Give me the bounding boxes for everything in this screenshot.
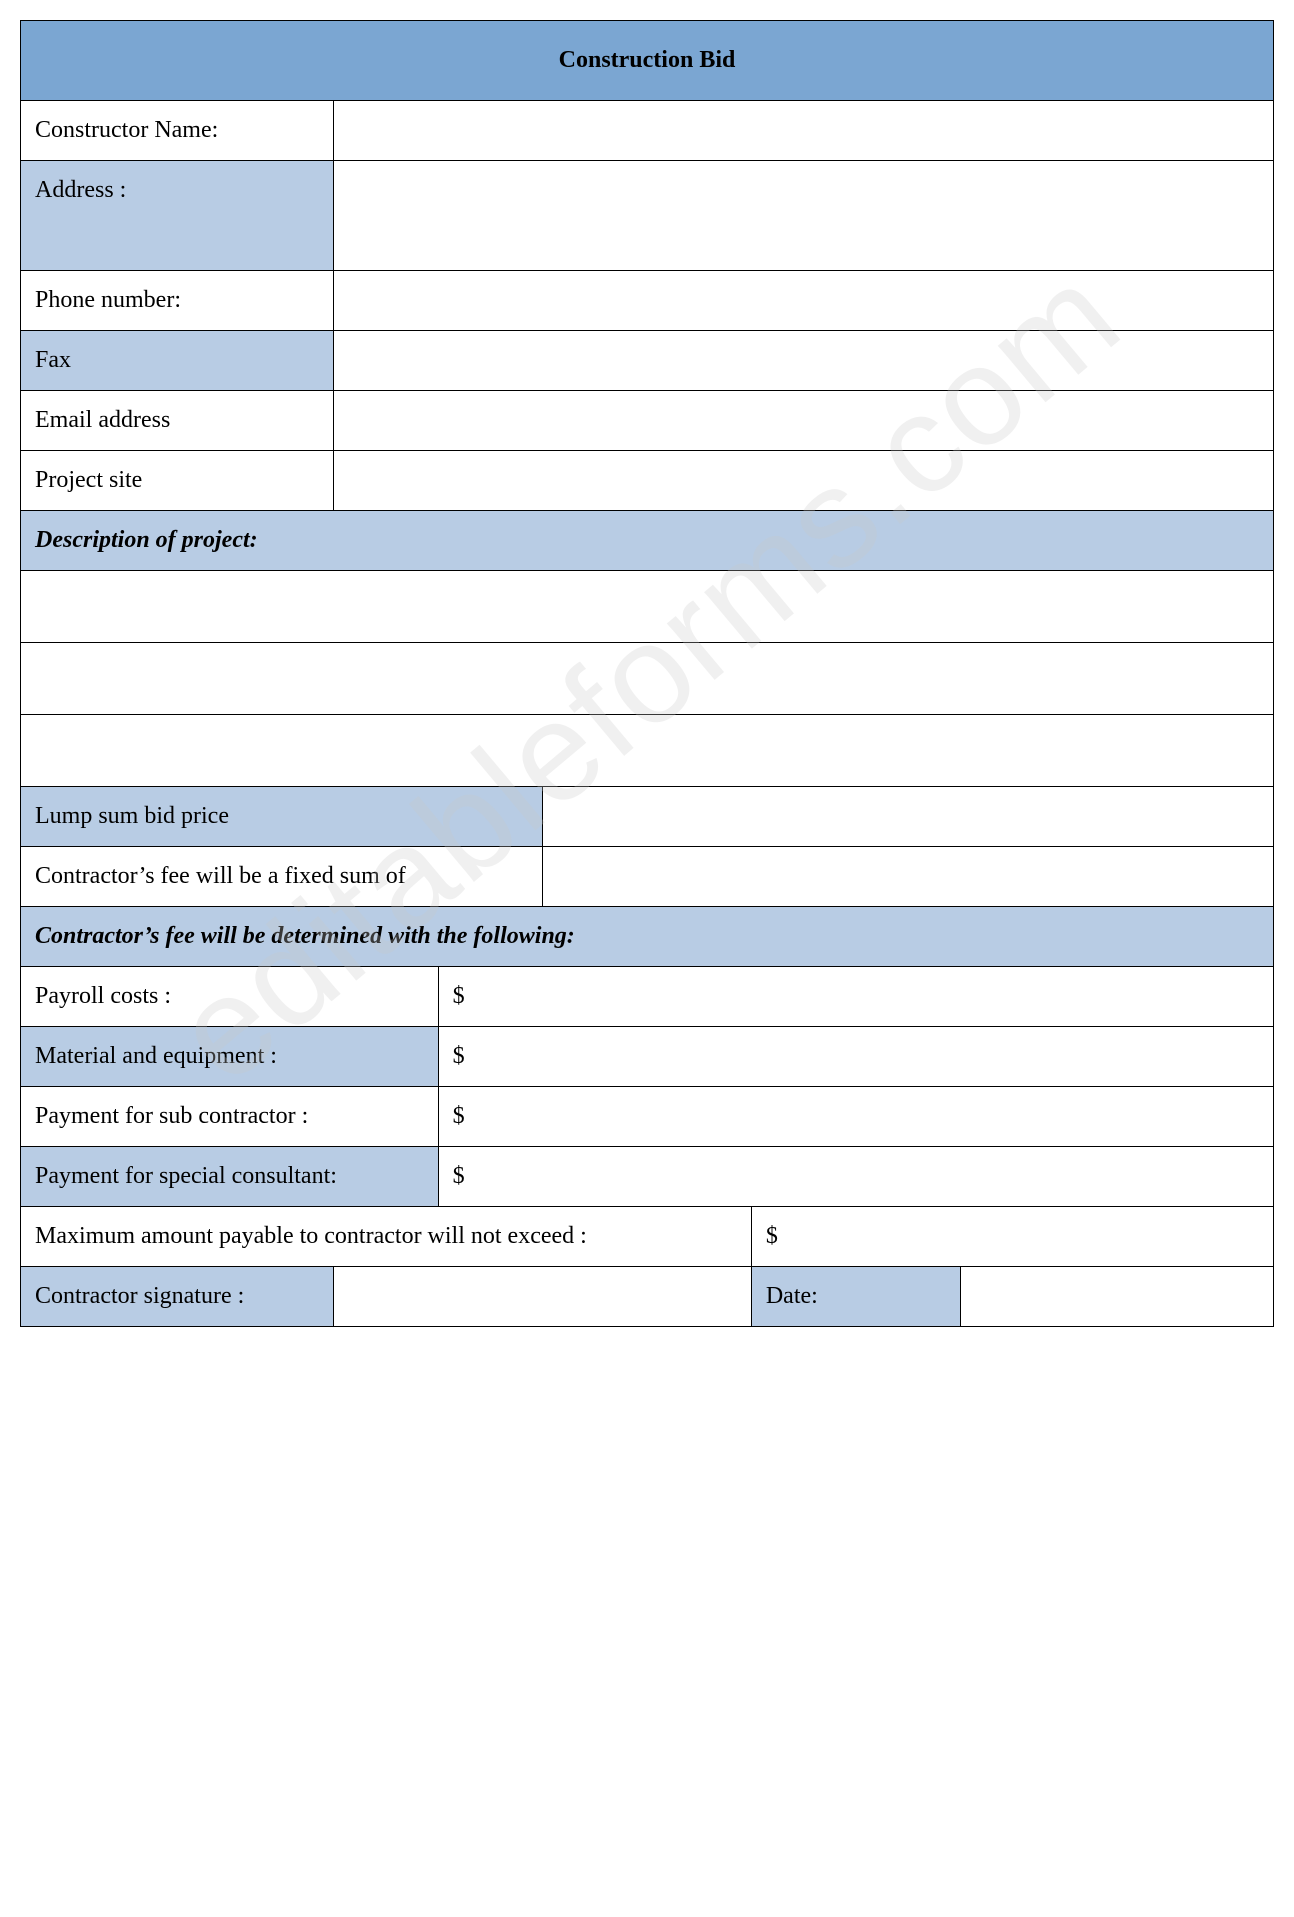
lump-sum-input[interactable] [543, 787, 1274, 847]
project-site-label: Project site [21, 451, 334, 511]
signature-input[interactable] [334, 1267, 752, 1327]
description-line-3[interactable] [21, 715, 1274, 787]
consultant-input[interactable]: $ [438, 1147, 1273, 1207]
address-input[interactable] [334, 161, 1274, 271]
fee-determined-header: Contractor’s fee will be determined with… [21, 907, 1274, 967]
payroll-label: Payroll costs : [21, 967, 439, 1027]
consultant-label: Payment for special consultant: [21, 1147, 439, 1207]
project-site-input[interactable] [334, 451, 1274, 511]
material-input[interactable]: $ [438, 1027, 1273, 1087]
fixed-sum-label: Contractor’s fee will be a fixed sum of [21, 847, 543, 907]
date-input[interactable] [960, 1267, 1273, 1327]
email-input[interactable] [334, 391, 1274, 451]
signature-label: Contractor signature : [21, 1267, 334, 1327]
subcontractor-label: Payment for sub contractor : [21, 1087, 439, 1147]
description-header: Description of project: [21, 511, 1274, 571]
material-label: Material and equipment : [21, 1027, 439, 1087]
fax-input[interactable] [334, 331, 1274, 391]
constructor-name-input[interactable] [334, 101, 1274, 161]
date-label: Date: [751, 1267, 960, 1327]
payroll-input[interactable]: $ [438, 967, 1273, 1027]
form-title: Construction Bid [21, 21, 1274, 101]
max-amount-label: Maximum amount payable to contractor wil… [21, 1207, 752, 1267]
fax-label: Fax [21, 331, 334, 391]
fixed-sum-input[interactable] [543, 847, 1274, 907]
description-line-2[interactable] [21, 643, 1274, 715]
address-label: Address : [21, 161, 334, 271]
lump-sum-label: Lump sum bid price [21, 787, 543, 847]
phone-label: Phone number: [21, 271, 334, 331]
construction-bid-form: Construction Bid Constructor Name: Addre… [20, 20, 1274, 1327]
constructor-name-label: Constructor Name: [21, 101, 334, 161]
subcontractor-input[interactable]: $ [438, 1087, 1273, 1147]
phone-input[interactable] [334, 271, 1274, 331]
max-amount-input[interactable]: $ [751, 1207, 1273, 1267]
description-line-1[interactable] [21, 571, 1274, 643]
email-label: Email address [21, 391, 334, 451]
